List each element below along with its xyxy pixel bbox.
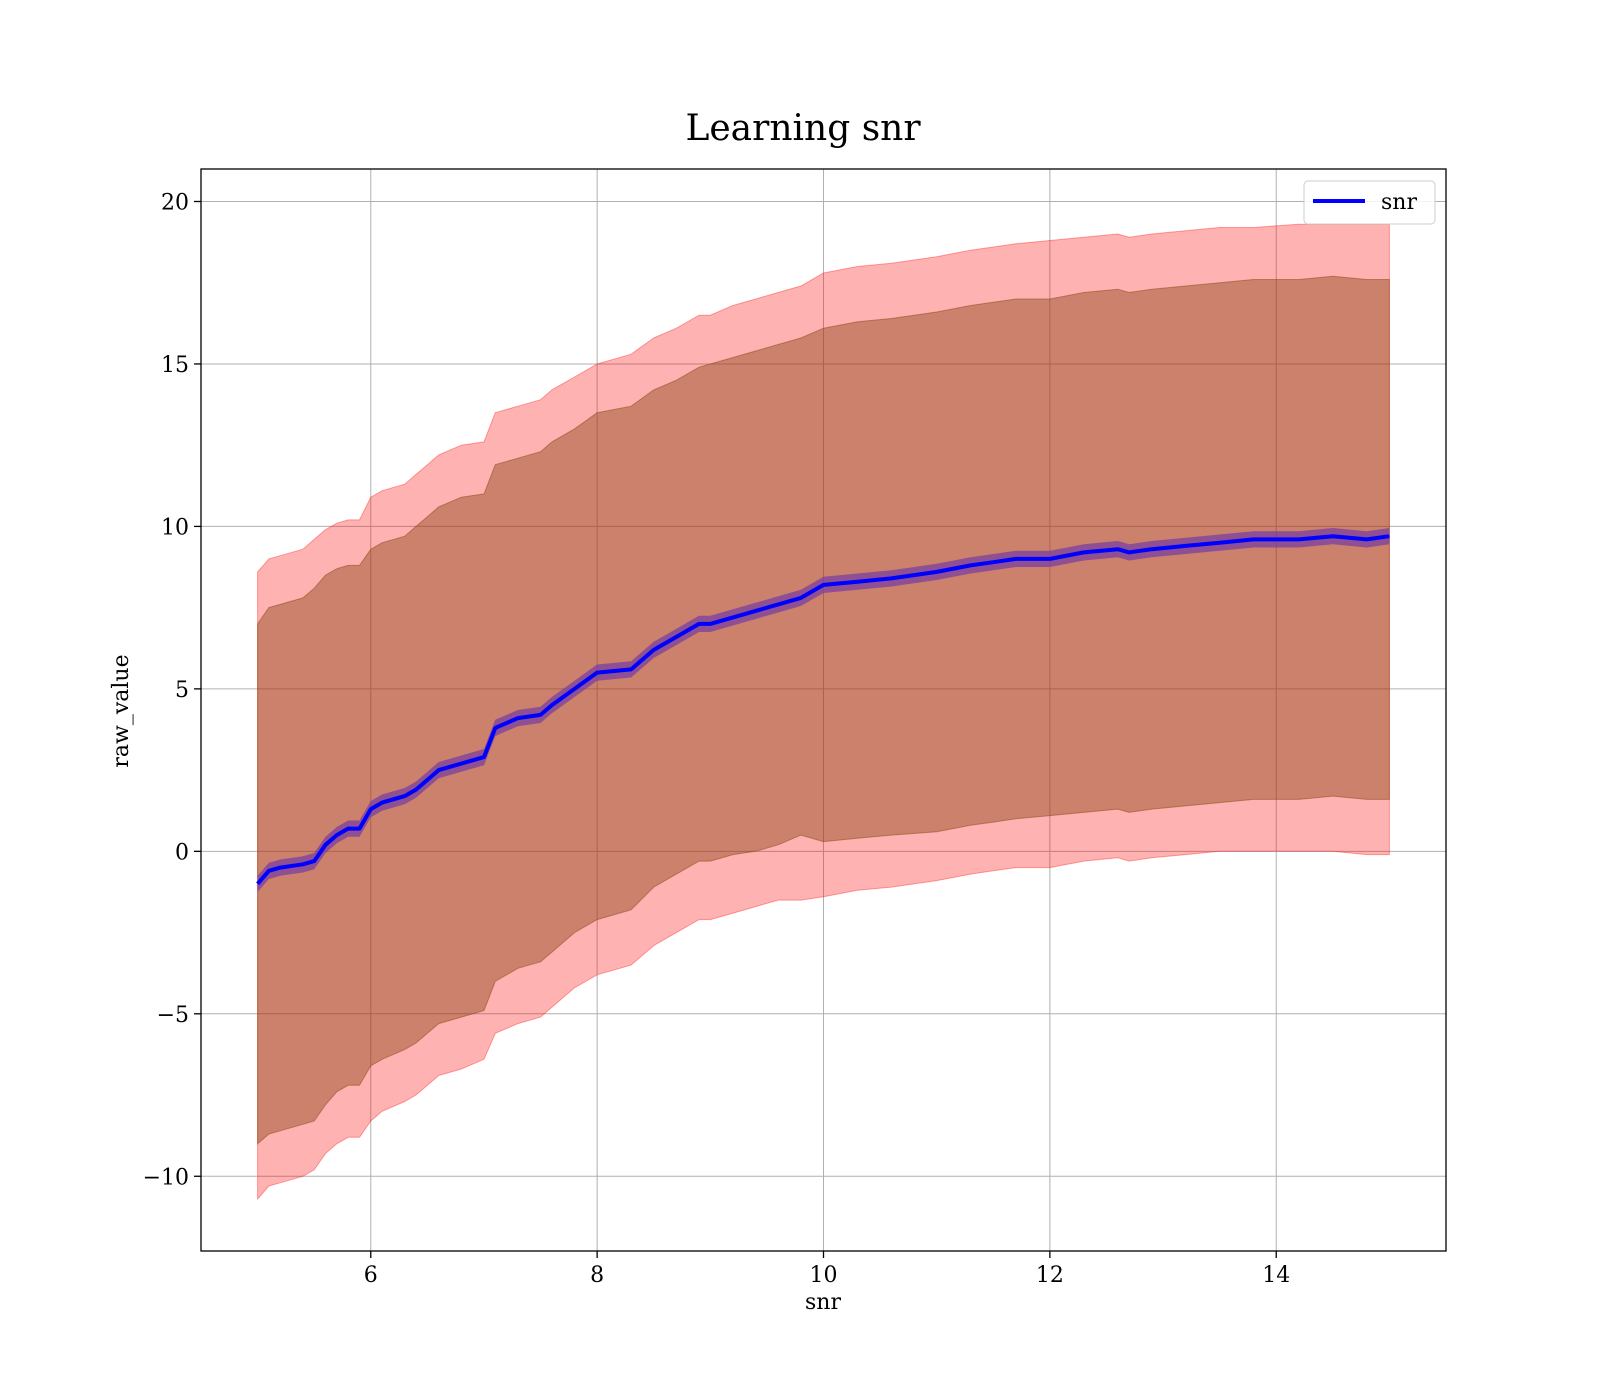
y-tick-label: 0 <box>175 840 189 865</box>
x-tick-label: 14 <box>1262 1263 1290 1288</box>
y-tick-label: 20 <box>161 190 189 215</box>
legend: snr <box>1303 180 1436 225</box>
band-outer-snr <box>257 223 1390 1201</box>
y-tick-label: 10 <box>161 515 189 540</box>
ticks: 6 8 10 12 14 −10 −5 0 5 10 15 20 <box>143 190 1291 1288</box>
x-tick-label: 10 <box>810 1263 838 1288</box>
x-axis-label: snr <box>805 1290 841 1315</box>
y-tick-label: 15 <box>161 353 189 378</box>
chart-title: Learning snr <box>685 108 921 149</box>
grid <box>201 169 1446 1251</box>
bands <box>257 223 1390 1201</box>
y-tick-label: −10 <box>143 1165 189 1190</box>
series-lines <box>256 534 1390 886</box>
x-tick-label: 8 <box>590 1263 604 1288</box>
band-inner-snr <box>257 275 1390 1145</box>
y-axis-label: raw_value <box>109 654 134 767</box>
y-tick-label: −5 <box>157 1003 189 1028</box>
x-tick-label: 6 <box>364 1263 378 1288</box>
series-line-snr <box>256 534 1390 886</box>
legend-box <box>1303 180 1436 225</box>
x-tick-label: 12 <box>1036 1263 1064 1288</box>
legend-label-snr: snr <box>1381 190 1417 215</box>
y-tick-label: 5 <box>175 678 189 703</box>
